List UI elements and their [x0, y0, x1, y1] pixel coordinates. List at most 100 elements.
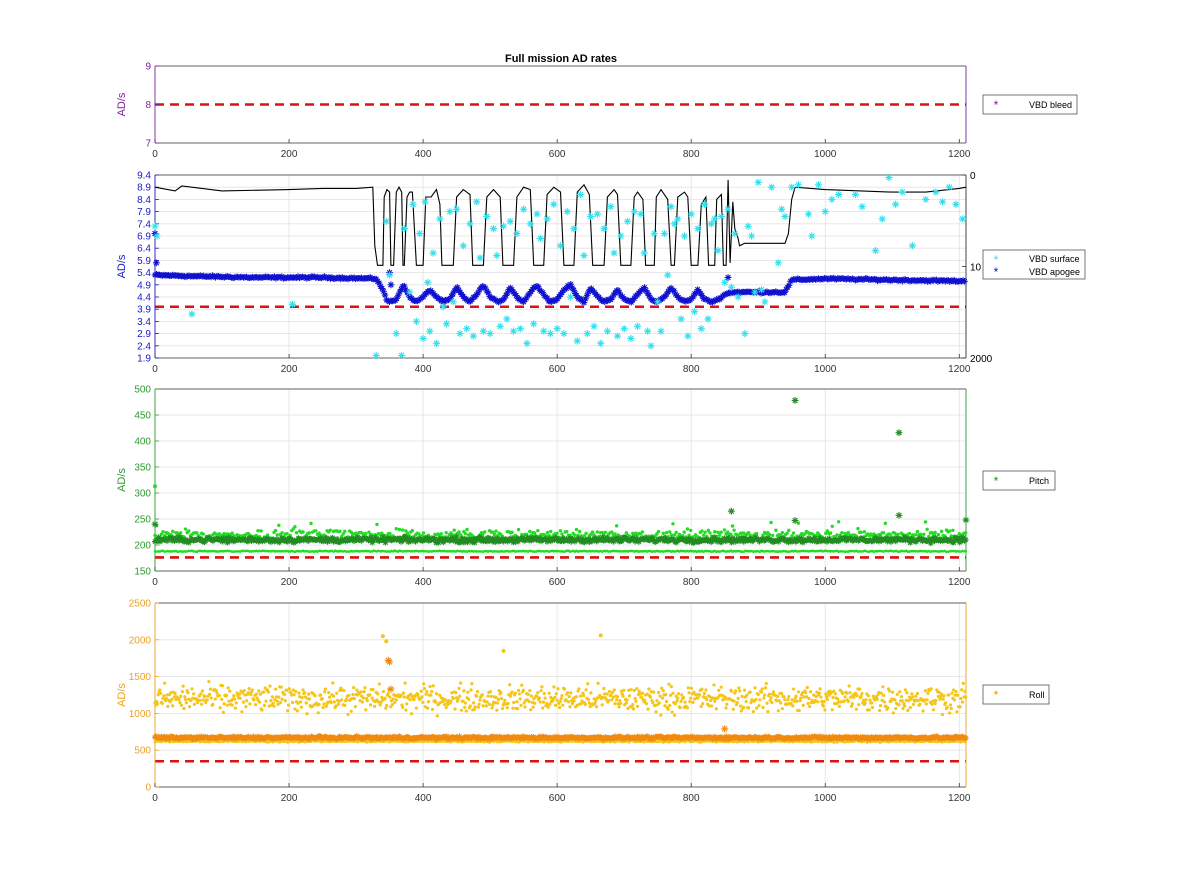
roll-point	[317, 702, 321, 707]
vbd-apogee-point	[426, 288, 433, 295]
roll-point	[852, 695, 856, 699]
roll-point	[907, 699, 911, 703]
roll-point	[589, 691, 593, 695]
roll-point	[247, 687, 251, 691]
vbd-surface-point	[711, 215, 719, 223]
roll-point	[475, 690, 480, 694]
y-tick-label: 1000	[129, 709, 152, 720]
pitch-point	[334, 536, 341, 543]
roll-point	[880, 698, 884, 702]
roll-point	[226, 686, 230, 690]
vbd-surface-point	[479, 327, 488, 335]
roll-point	[861, 698, 866, 702]
roll-point	[584, 688, 588, 692]
y-tick-label: 9.4	[137, 171, 151, 182]
roll-point	[429, 693, 433, 697]
vbd-surface-point	[878, 215, 886, 223]
pitch-point	[259, 529, 263, 533]
roll-point	[577, 687, 581, 691]
roll-point	[560, 694, 564, 698]
roll-point	[540, 685, 544, 689]
pitch-point	[247, 534, 254, 541]
vbd-apogee-point	[250, 274, 257, 281]
roll-point	[473, 705, 477, 709]
roll-point	[376, 700, 381, 704]
roll-point	[222, 702, 226, 706]
roll-point	[274, 695, 279, 699]
pitch-point	[614, 537, 621, 544]
roll-point	[651, 701, 655, 705]
pitch-point	[394, 527, 398, 531]
x-tick-label: 200	[281, 793, 298, 804]
pitch-point	[798, 535, 805, 542]
pitch-point	[565, 537, 572, 544]
roll-point	[770, 700, 774, 705]
pitch-point	[741, 534, 748, 541]
vbd-surface-point	[580, 251, 588, 260]
roll-point	[617, 705, 621, 709]
roll-point	[438, 693, 442, 697]
pitch-point	[275, 533, 279, 537]
pitch-point	[573, 533, 577, 537]
roll-point	[610, 735, 617, 742]
vbd-surface-point	[778, 205, 786, 213]
vbd-surface-point	[607, 203, 615, 211]
roll-point	[179, 694, 183, 698]
roll-point	[686, 686, 690, 690]
roll-point	[494, 695, 498, 699]
roll-point	[160, 701, 164, 705]
roll-point	[286, 703, 291, 707]
vbd-apogee-point	[582, 295, 589, 302]
roll-point	[960, 688, 964, 692]
roll-point	[818, 687, 822, 691]
roll-point	[205, 698, 209, 702]
pitch-point	[771, 533, 775, 538]
pitch-point	[746, 531, 751, 535]
roll-point	[798, 699, 802, 703]
vbd-apogee-point	[523, 294, 530, 302]
roll-point	[181, 684, 185, 688]
roll-point	[238, 696, 242, 700]
roll-point	[627, 694, 632, 698]
roll-point	[208, 692, 212, 696]
pitch-point	[224, 539, 231, 546]
roll-point	[890, 690, 895, 694]
roll-point	[660, 696, 665, 700]
vbd-apogee-point	[152, 259, 160, 267]
vbd-apogee-point	[724, 274, 732, 281]
pitch-point	[513, 535, 520, 542]
y-tick-label: 4.9	[137, 280, 151, 291]
pitch-point	[811, 535, 818, 542]
x-tick-label: 800	[683, 364, 700, 375]
roll-point	[660, 686, 664, 690]
roll-point	[269, 699, 273, 703]
roll-point	[753, 686, 757, 690]
roll-point	[640, 691, 645, 695]
roll-point	[295, 709, 299, 713]
roll-point	[891, 711, 895, 715]
roll-point	[553, 703, 558, 707]
roll-point	[471, 701, 476, 705]
vbd-apogee-point	[692, 289, 700, 297]
pitch-point	[656, 529, 661, 534]
roll-point	[849, 695, 853, 699]
pitch-point	[528, 537, 535, 544]
roll-point	[817, 691, 821, 695]
pitch-point	[671, 522, 675, 526]
roll-point	[376, 692, 380, 696]
roll-point	[485, 700, 489, 704]
vbd-surface-point	[647, 342, 655, 350]
roll-point	[905, 691, 909, 695]
pitch-point	[535, 537, 542, 544]
vbd-surface-point	[550, 200, 558, 208]
roll-point	[954, 690, 958, 694]
pitch-point	[747, 535, 754, 542]
roll-point	[477, 702, 481, 706]
y-tick-label: 200	[134, 541, 151, 552]
pitch-point	[709, 538, 716, 545]
roll-point	[787, 694, 791, 699]
roll-point	[237, 692, 242, 696]
vbd-apogee-point	[611, 289, 619, 297]
pitch-point	[545, 530, 550, 535]
pitch-point	[805, 535, 812, 542]
